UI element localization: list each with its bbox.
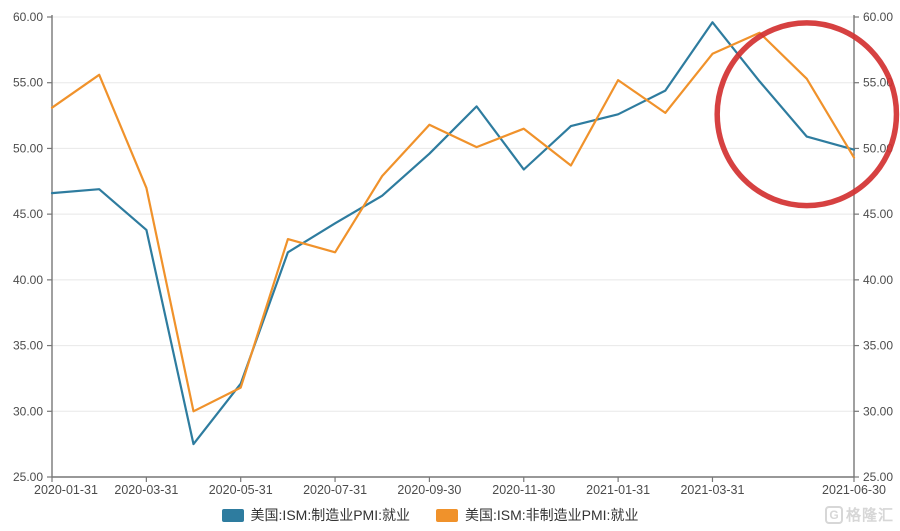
y-axis-label-left-45: 45.00 <box>13 207 43 221</box>
x-axis-label-2021-06-30: 2021-06-30 <box>822 483 886 497</box>
highlight-circle-annotation <box>714 20 900 209</box>
x-axis-label-2020-01-31: 2020-01-31 <box>34 483 98 497</box>
legend-label-nonmanufacturing: 美国:ISM:非制造业PMI:就业 <box>465 507 639 523</box>
y-axis-label-left-50: 50.00 <box>13 141 43 155</box>
chart-legend: 美国:ISM:制造业PMI:就业 美国:ISM:非制造业PMI:就业 <box>0 505 860 525</box>
x-axis-label-2020-07-31: 2020-07-31 <box>303 483 367 497</box>
legend-item-nonmanufacturing-pmi[interactable]: 美国:ISM:非制造业PMI:就业 <box>436 505 638 525</box>
y-axis-label-right-60: 60.00 <box>863 10 893 24</box>
y-axis-label-right-55: 55.00 <box>863 76 893 90</box>
y-axis-label-right-25: 25.00 <box>863 470 893 484</box>
x-axis-label-2021-03-31: 2021-03-31 <box>680 483 744 497</box>
gelonghui-logo-icon: G <box>824 505 843 524</box>
legend-swatch-manufacturing-icon <box>221 508 244 522</box>
x-axis-label-2020-09-30: 2020-09-30 <box>397 483 461 497</box>
gelonghui-watermark: G 格隆汇 <box>824 504 894 525</box>
gelonghui-brand-text: 格隆汇 <box>845 507 894 524</box>
y-axis-label-right-30: 30.00 <box>863 404 893 418</box>
y-axis-label-left-35: 35.00 <box>13 339 43 353</box>
legend-swatch-nonmanufacturing-icon <box>436 508 458 522</box>
y-axis-label-right-35: 35.00 <box>863 339 893 353</box>
x-axis-label-2020-03-31: 2020-03-31 <box>114 483 178 497</box>
y-axis-label-right-40: 40.00 <box>863 273 893 287</box>
nonmanufacturing-pmi-line <box>50 31 856 413</box>
x-axis-label-2021-01-31: 2021-01-31 <box>586 483 650 497</box>
x-axis-label-2020-11-30: 2020-11-30 <box>492 483 555 497</box>
y-axis-label-left-40: 40.00 <box>13 273 43 287</box>
y-axis-label-left-55: 55.00 <box>13 76 43 90</box>
legend-label-manufacturing: 美国:ISM:制造业PMI:就业 <box>250 507 410 523</box>
y-axis-label-left-60: 60.00 <box>13 10 43 24</box>
x-axis-label-2020-05-31: 2020-05-31 <box>209 483 273 497</box>
y-axis-label-left-25: 25.00 <box>13 470 43 484</box>
legend-item-manufacturing-pmi[interactable]: 美国:ISM:制造业PMI:就业 <box>221 505 410 525</box>
manufacturing-pmi-line <box>50 21 856 446</box>
y-axis-label-right-45: 45.00 <box>863 207 893 221</box>
y-axis-label-left-30: 30.00 <box>13 404 43 418</box>
